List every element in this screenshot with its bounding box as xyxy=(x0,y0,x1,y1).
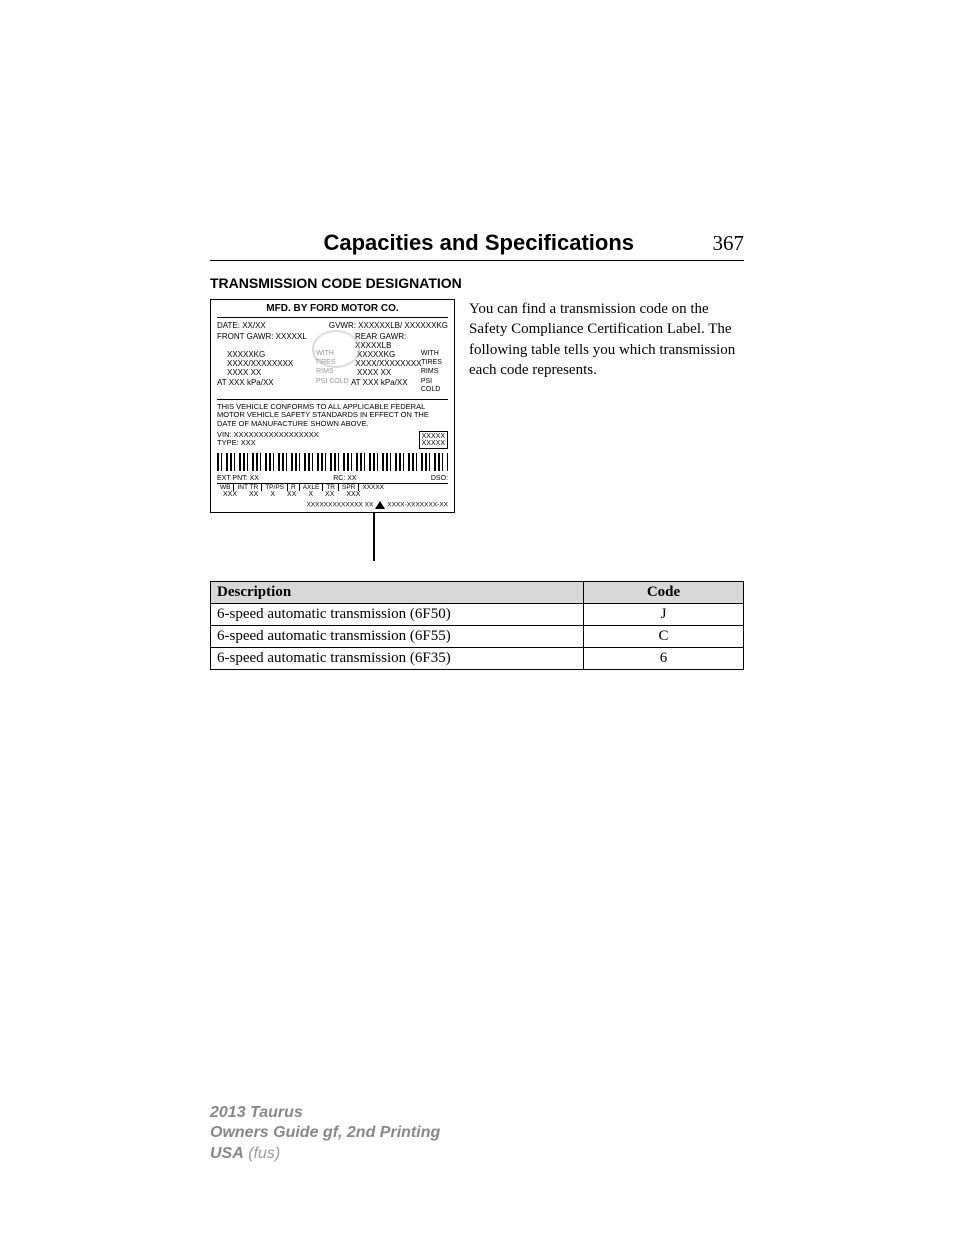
label-rims-lbl2: RIMS xyxy=(421,368,448,377)
footer: 2013 Taurus Owners Guide gf, 2nd Printin… xyxy=(210,1103,440,1165)
v-1: XXX xyxy=(217,491,243,499)
td-code: 6 xyxy=(584,648,744,670)
label-rear-kg: XXXXXKG xyxy=(351,350,421,359)
td-desc: 6-speed automatic transmission (6F55) xyxy=(211,626,584,648)
h-spr: SPR xyxy=(339,484,359,491)
footer-l3a: USA xyxy=(210,1145,244,1162)
table-row: 6-speed automatic transmission (6F55) C xyxy=(211,626,744,648)
label-compliance: THIS VEHICLE CONFORMS TO ALL APPLICABLE … xyxy=(217,403,448,429)
label-rims1: XXXX XX xyxy=(217,368,316,377)
td-code: J xyxy=(584,604,744,626)
page-number: 367 xyxy=(694,231,744,256)
label-rims2: XXXX XX xyxy=(351,368,421,377)
barcode xyxy=(217,453,448,471)
label-tires-lbl2: TIRES xyxy=(421,359,448,368)
h-wb: WB xyxy=(217,484,234,491)
h-tr: TR xyxy=(323,484,339,491)
v-7: XXX xyxy=(340,491,366,499)
label-serial2: XXXX-XXXXXXX-XX xyxy=(387,502,448,509)
label-extpnt: EXT PNT: XX xyxy=(217,475,259,483)
page-header: Capacities and Specifications 367 xyxy=(210,230,744,261)
th-description: Description xyxy=(211,582,584,604)
h-r: R xyxy=(288,484,300,491)
v-2: XX xyxy=(243,491,264,499)
label-front-kg: XXXXXKG xyxy=(217,350,316,359)
ford-oval-icon xyxy=(312,330,360,368)
td-desc: 6-speed automatic transmission (6F35) xyxy=(211,648,584,670)
v-4: XX xyxy=(281,491,302,499)
h-tp: TP/PS xyxy=(262,484,288,491)
v-5: X xyxy=(302,491,319,499)
th-code: Code xyxy=(584,582,744,604)
label-rear-gawr: REAR GAWR: XXXXXLB xyxy=(355,332,427,350)
h-inttr: INT TR xyxy=(234,484,262,491)
pointer-line xyxy=(373,513,375,561)
header-title: Capacities and Specifications xyxy=(210,230,694,256)
label-xx2: XXXXX xyxy=(422,440,445,447)
label-psi2: AT XXX kPa/XX xyxy=(351,378,421,394)
section-title: TRANSMISSION CODE DESIGNATION xyxy=(210,275,744,291)
label-rims-lbl: RIMS xyxy=(316,368,351,377)
table-row: 6-speed automatic transmission (6F50) J xyxy=(211,604,744,626)
label-tires2: XXXX/XXXXXXXX xyxy=(349,359,421,368)
h-axle: AXLE xyxy=(300,484,324,491)
h-x5: XXXXX xyxy=(359,484,387,491)
transmission-code-table: Description Code 6-speed automatic trans… xyxy=(210,581,744,670)
label-gvwr: GVWR: XXXXXXLB/ XXXXXXKG xyxy=(329,321,448,330)
label-type: TYPE: XXX xyxy=(217,439,319,448)
label-tires1: XXXX/XXXXXXXX xyxy=(217,359,315,368)
label-psicold2: PSI COLD xyxy=(421,378,448,394)
td-code: C xyxy=(584,626,744,648)
footer-l3b: (fus) xyxy=(244,1145,280,1162)
label-rc: RC: XX xyxy=(333,475,356,483)
label-psicold: PSI COLD xyxy=(316,378,351,394)
label-dso: DSO: xyxy=(431,475,448,483)
label-date: DATE: XX/XX xyxy=(217,321,266,330)
td-desc: 6-speed automatic transmission (6F50) xyxy=(211,604,584,626)
table-row: 6-speed automatic transmission (6F35) 6 xyxy=(211,648,744,670)
v-6: XX xyxy=(319,491,340,499)
description-text: You can find a transmission code on the … xyxy=(469,299,744,380)
label-serial: XXXXXXXXXXXXX XX xyxy=(306,502,373,509)
label-xx1: XXXXX xyxy=(422,433,445,440)
label-psi1: AT XXX kPa/XX xyxy=(217,378,316,394)
certification-label-figure: MFD. BY FORD MOTOR CO. DATE: XX/XX GVWR:… xyxy=(210,299,455,561)
label-front-gawr: FRONT GAWR: XXXXXL xyxy=(217,332,319,350)
label-with2: WITH xyxy=(421,350,448,359)
footer-l2: Owners Guide gf, 2nd Printing xyxy=(210,1123,440,1144)
label-mfd: MFD. BY FORD MOTOR CO. xyxy=(217,303,448,318)
footer-l1: 2013 Taurus xyxy=(210,1103,440,1124)
pointer-triangle-icon xyxy=(375,501,385,509)
v-3: X xyxy=(264,491,281,499)
